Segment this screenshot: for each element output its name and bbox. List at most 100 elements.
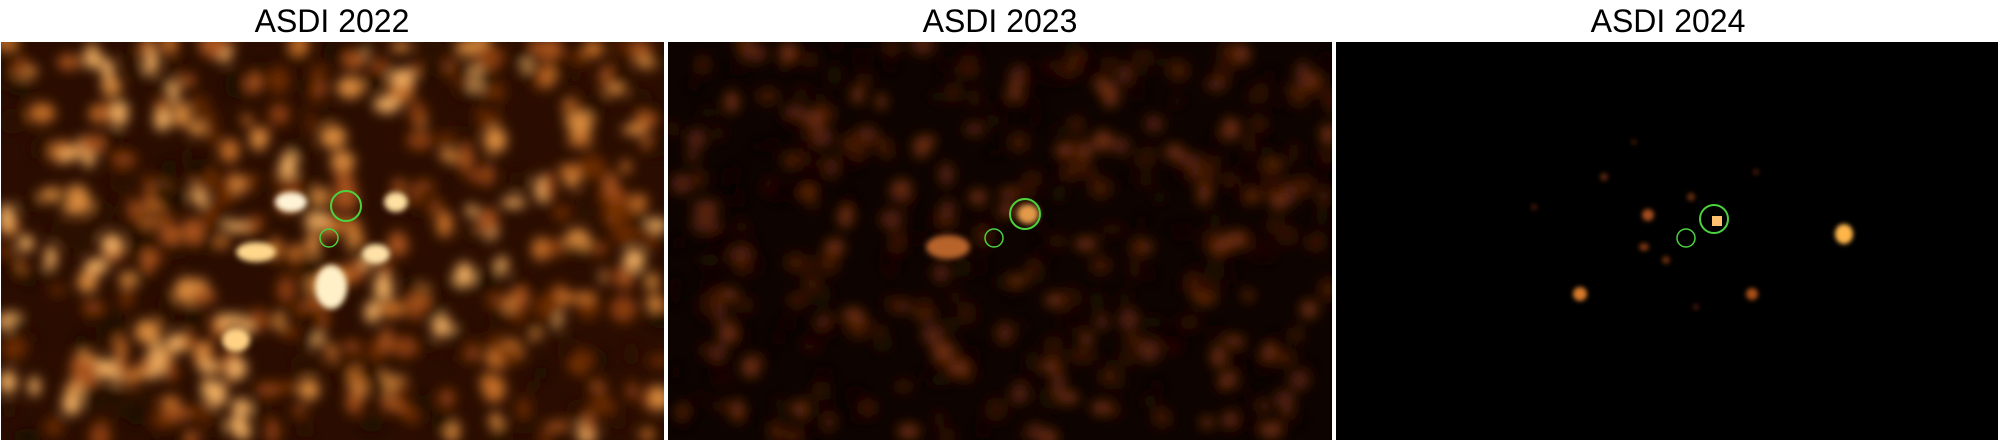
speckle (1022, 63, 1039, 84)
speckle (1188, 260, 1201, 274)
speckle (648, 308, 664, 329)
speckle (850, 47, 874, 68)
speckle (615, 266, 633, 289)
speckle (186, 159, 213, 174)
speckle (851, 85, 864, 105)
speckle (605, 85, 627, 95)
speckle (525, 311, 540, 333)
speckle (1243, 386, 1255, 407)
speckle (2, 402, 17, 419)
speckle (1074, 237, 1098, 251)
speckle (1092, 130, 1114, 152)
speckle (1068, 114, 1084, 135)
speckle (185, 304, 201, 328)
speckle (692, 168, 707, 189)
speckle (897, 423, 920, 440)
speckle (160, 42, 179, 55)
speckle (229, 313, 243, 327)
speckle (188, 121, 207, 136)
heatmap-canvas (1, 42, 664, 440)
speckle (198, 361, 219, 374)
speckle (1220, 174, 1239, 185)
speckle (896, 379, 911, 394)
speckle (850, 136, 868, 161)
speckle (18, 234, 34, 252)
speckle (1130, 81, 1146, 104)
speckle (964, 122, 985, 136)
speckle (439, 149, 458, 161)
speckle (932, 263, 950, 283)
speckle (1243, 290, 1254, 301)
speckle (826, 318, 841, 340)
speckle (163, 407, 192, 420)
speckle (739, 412, 752, 424)
speckle (347, 392, 358, 411)
speckle (935, 56, 953, 73)
speckle (677, 418, 691, 430)
speckle (287, 138, 311, 160)
speckle (1187, 163, 1201, 181)
speckle (824, 238, 845, 257)
speckle (1252, 81, 1269, 104)
speckle (535, 293, 561, 320)
speckle (369, 58, 390, 74)
speckle (319, 125, 347, 149)
speckle (374, 96, 400, 113)
speckle (1167, 223, 1188, 236)
speckle (1080, 331, 1093, 347)
speckle (178, 74, 196, 87)
speckle (1179, 314, 1200, 330)
speckle (521, 68, 538, 87)
speckle (298, 176, 315, 190)
speckle (479, 97, 506, 115)
speckle (973, 222, 993, 247)
speckle (913, 295, 934, 314)
speckle (267, 66, 290, 95)
speckle (134, 319, 161, 345)
speckle (1052, 123, 1064, 135)
speckle (927, 91, 952, 103)
speckle (1267, 330, 1279, 348)
speckle (646, 295, 661, 311)
speckle (583, 411, 596, 437)
speckle (1014, 178, 1037, 202)
speckle (312, 186, 329, 206)
speckle (542, 66, 556, 89)
speckle (109, 169, 133, 194)
speckle (342, 339, 361, 354)
speckle (1068, 348, 1086, 361)
speckle (526, 42, 548, 54)
speckle (1083, 351, 1097, 362)
speckle-noise (1, 42, 664, 440)
speckle (205, 229, 219, 241)
speckle (670, 361, 681, 383)
speckle (608, 68, 628, 91)
speckle (298, 378, 320, 401)
speckle (1182, 273, 1203, 294)
speckle (196, 110, 217, 121)
speckle (435, 210, 454, 238)
speckle (800, 423, 822, 437)
speckle (58, 149, 79, 161)
speckle (698, 275, 719, 290)
speckle (318, 304, 329, 332)
speckle (999, 188, 1018, 199)
speckle (303, 214, 331, 229)
speckle (791, 151, 808, 167)
speckle (939, 200, 956, 216)
speckle (803, 274, 821, 290)
speckle (273, 313, 285, 330)
speckle (207, 120, 218, 146)
speckle (837, 205, 854, 228)
speckle (1060, 287, 1083, 308)
speckle (1111, 402, 1122, 419)
speckle (466, 169, 493, 183)
speckle (119, 287, 134, 309)
speckle (21, 271, 37, 288)
speckle (255, 382, 282, 398)
speckle (747, 256, 768, 271)
speckle (457, 42, 481, 56)
marker-circle-small (319, 228, 339, 248)
speckle (813, 398, 837, 415)
speckle (882, 295, 901, 308)
